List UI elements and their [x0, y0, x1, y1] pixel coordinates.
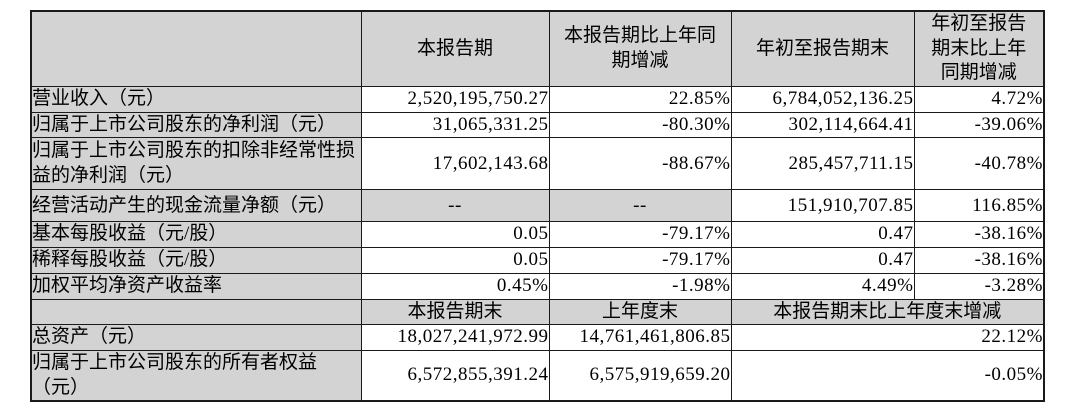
cell-value: -88.67% — [548, 137, 732, 191]
cell-value: -79.17% — [548, 247, 732, 274]
cell-value: 0.05 — [360, 221, 550, 249]
cell-value: 2,520,195,750.27 — [360, 86, 550, 113]
cell-value: 4.72% — [913, 86, 1045, 113]
cell-value: 17,602,143.68 — [360, 137, 550, 191]
header-cell-empty — [30, 10, 362, 88]
cell-value: 151,910,707.85 — [730, 189, 915, 223]
table-row: 基本每股收益（元/股） 0.05 -79.17% 0.47 -38.16% — [30, 221, 1045, 249]
row-label-operating-cash-flow: 经营活动产生的现金流量净额（元） — [30, 189, 362, 223]
subheader-cell-period-end: 本报告期末 — [360, 298, 550, 326]
table-row: 经营活动产生的现金流量净额（元） -- -- 151,910,707.85 11… — [30, 189, 1045, 223]
table-row: 归属于上市公司股东的扣除非经常性损益的净利润（元） 17,602,143.68 … — [30, 137, 1045, 191]
cell-value: -0.05% — [730, 349, 1045, 402]
header-cell-current-period: 本报告期 — [360, 10, 550, 88]
row-label-basic-eps: 基本每股收益（元/股） — [30, 221, 362, 249]
header-cell-ytd: 年初至报告期末 — [730, 10, 915, 88]
cell-value: 22.12% — [730, 324, 1045, 351]
financial-summary-table: 本报告期 本报告期比上年同 期增减 年初至报告期末 年初至报告 期末比上年 同期… — [30, 10, 1045, 403]
row-label-net-profit-excl-nonrecurring: 归属于上市公司股东的扣除非经常性损益的净利润（元） — [30, 137, 362, 191]
row-label-weighted-avg-roe: 加权平均净资产收益率 — [30, 272, 362, 300]
cell-value: -80.30% — [548, 111, 732, 139]
cell-value: -40.78% — [913, 137, 1045, 191]
header-cell-ytd-yoy-change: 年初至报告 期末比上年 同期增减 — [913, 10, 1045, 88]
cell-value: -1.98% — [548, 272, 732, 300]
cell-value: 14,761,461,806.85 — [548, 324, 732, 351]
header-cell-period-yoy-change: 本报告期比上年同 期增减 — [548, 10, 732, 88]
cell-value: 4.49% — [730, 272, 915, 300]
cell-value: -39.06% — [913, 111, 1045, 139]
cell-value: 285,457,711.15 — [730, 137, 915, 191]
cell-value-dash: -- — [360, 189, 550, 223]
cell-value: 0.05 — [360, 247, 550, 274]
cell-value: 6,784,052,136.25 — [730, 86, 915, 113]
cell-value: 6,575,919,659.20 — [548, 349, 732, 402]
row-label-operating-revenue: 营业收入（元） — [30, 86, 362, 113]
row-label-net-profit: 归属于上市公司股东的净利润（元） — [30, 111, 362, 139]
table-row: 总资产（元） 18,027,241,972.99 14,761,461,806.… — [30, 324, 1045, 351]
cell-value: -38.16% — [913, 221, 1045, 249]
subheader-cell-prior-year-end: 上年度末 — [548, 298, 732, 326]
cell-value: 22.85% — [548, 86, 732, 113]
table-row: 稀释每股收益（元/股） 0.05 -79.17% 0.47 -38.16% — [30, 247, 1045, 274]
cell-value: 0.47 — [730, 221, 915, 249]
row-label-diluted-eps: 稀释每股收益（元/股） — [30, 247, 362, 274]
cell-value: -38.16% — [913, 247, 1045, 274]
cell-value: 0.47 — [730, 247, 915, 274]
cell-value: 302,114,664.41 — [730, 111, 915, 139]
cell-value: 116.85% — [913, 189, 1045, 223]
row-label-total-assets: 总资产（元） — [30, 324, 362, 351]
cell-value: 18,027,241,972.99 — [360, 324, 550, 351]
cell-value: -3.28% — [913, 272, 1045, 300]
table-header-row: 本报告期 本报告期比上年同 期增减 年初至报告期末 年初至报告 期末比上年 同期… — [30, 10, 1045, 88]
table-row: 归属于上市公司股东的净利润（元） 31,065,331.25 -80.30% 3… — [30, 111, 1045, 139]
table-row: 加权平均净资产收益率 0.45% -1.98% 4.49% -3.28% — [30, 272, 1045, 300]
subheader-cell-empty — [30, 298, 362, 326]
table-row: 归属于上市公司股东的所有者权益（元） 6,572,855,391.24 6,57… — [30, 349, 1045, 402]
row-label-owners-equity: 归属于上市公司股东的所有者权益（元） — [30, 349, 362, 402]
table-subheader-row: 本报告期末 上年度末 本报告期末比上年度末增减 — [30, 298, 1045, 326]
cell-value-dash: -- — [548, 189, 732, 223]
table-row: 营业收入（元） 2,520,195,750.27 22.85% 6,784,05… — [30, 86, 1045, 113]
cell-value: 6,572,855,391.24 — [360, 349, 550, 402]
cell-value: -79.17% — [548, 221, 732, 249]
subheader-cell-change-vs-prior-year-end: 本报告期末比上年度末增减 — [730, 298, 1045, 326]
cell-value: 31,065,331.25 — [360, 111, 550, 139]
cell-value: 0.45% — [360, 272, 550, 300]
